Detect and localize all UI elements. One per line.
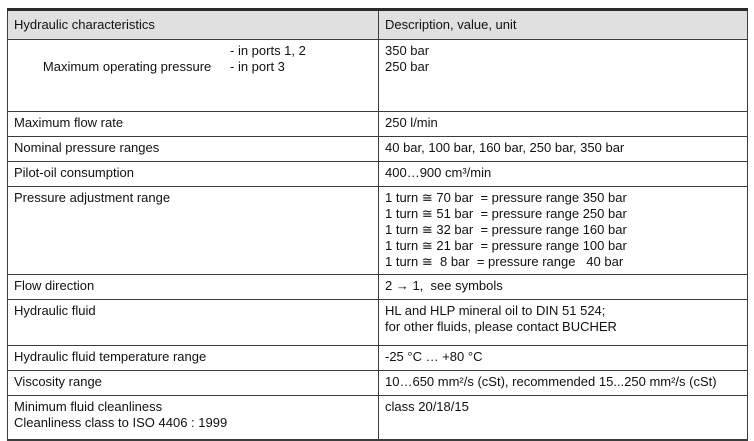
characteristic-cell: Pressure adjustment range: [7, 186, 379, 275]
value-cell: HL and HLP mineral oil to DIN 51 524; fo…: [378, 299, 748, 346]
characteristic-cell: Pilot-oil consumption: [7, 161, 379, 187]
hydraulic-characteristics-table: Hydraulic characteristics Description, v…: [7, 8, 748, 441]
characteristic-cell: Maximum flow rate: [7, 111, 379, 137]
characteristic-cell: Flow direction: [7, 274, 379, 300]
characteristic-cell: Viscosity range: [7, 370, 379, 396]
value-cell: 400…900 cm³/min: [378, 161, 748, 187]
characteristic-cell: Nominal pressure ranges: [7, 136, 379, 162]
table-row-max-flow-rate: Maximum flow rate 250 l/min: [7, 111, 748, 137]
table-row-pilot-oil-consumption: Pilot-oil consumption 400…900 cm³/min: [7, 161, 748, 187]
table-row-minimum-fluid-cleanliness: Minimum fluid cleanliness Cleanliness cl…: [7, 395, 748, 441]
characteristic-cell: Hydraulic fluid: [7, 299, 379, 346]
characteristic-label: Maximum operating pressure: [42, 59, 212, 74]
table-row-fluid-temperature-range: Hydraulic fluid temperature range -25 °C…: [7, 345, 748, 371]
value-cell: 10…650 mm²/s (cSt), recommended 15...250…: [378, 370, 748, 396]
characteristic-sublabels: - in ports 1, 2 - in port 3: [230, 43, 306, 74]
value-cell: 350 bar 250 bar: [378, 39, 748, 112]
value-cell: 2 → 1, see symbols: [378, 274, 748, 300]
characteristic-cell: Maximum operating pressure - in ports 1,…: [7, 39, 379, 112]
value-cell: 250 l/min: [378, 111, 748, 137]
table-row-flow-direction: Flow direction 2 → 1, see symbols: [7, 274, 748, 300]
value-cell: class 20/18/15: [378, 395, 748, 441]
table-row-hydraulic-fluid: Hydraulic fluid HL and HLP mineral oil t…: [7, 299, 748, 346]
value-cell: 40 bar, 100 bar, 160 bar, 250 bar, 350 b…: [378, 136, 748, 162]
column-header-characteristic: Hydraulic characteristics: [7, 9, 379, 40]
table-row-max-operating-pressure: Maximum operating pressure - in ports 1,…: [7, 39, 748, 112]
table-row-nominal-pressure-ranges: Nominal pressure ranges 40 bar, 100 bar,…: [7, 136, 748, 162]
table-header-row: Hydraulic characteristics Description, v…: [7, 9, 748, 40]
value-cell: -25 °C … +80 °C: [378, 345, 748, 371]
value-cell: 1 turn ≅ 70 bar = pressure range 350 bar…: [378, 186, 748, 275]
table-row-pressure-adjustment-range: Pressure adjustment range 1 turn ≅ 70 ba…: [7, 186, 748, 275]
characteristic-cell: Hydraulic fluid temperature range: [7, 345, 379, 371]
column-header-description: Description, value, unit: [378, 9, 748, 40]
characteristic-cell: Minimum fluid cleanliness Cleanliness cl…: [7, 395, 379, 441]
table-row-viscosity-range: Viscosity range 10…650 mm²/s (cSt), reco…: [7, 370, 748, 396]
